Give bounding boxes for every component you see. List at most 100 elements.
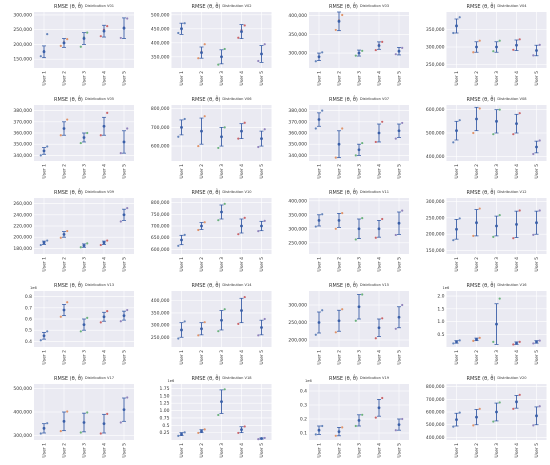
data-point [183, 320, 186, 323]
mean-marker [200, 51, 203, 54]
mean-marker [535, 340, 538, 344]
y-tick-label: 2.0 [437, 294, 444, 300]
mean-marker [317, 55, 321, 59]
y-tick-label: 260,000 [13, 201, 32, 207]
mean-marker [337, 19, 341, 23]
mean-marker [535, 49, 538, 52]
title-main: RMSE (θ, θ̂) [466, 3, 495, 10]
data-point [401, 303, 404, 307]
data-point [498, 39, 501, 42]
data-point [492, 133, 495, 136]
title-sub: Distribution V17 [85, 376, 114, 380]
title-sub: Distribution V13 [85, 283, 114, 287]
mean-marker [240, 129, 243, 133]
mean-marker [82, 136, 86, 139]
y-tick-label: 180,000 [13, 246, 32, 252]
mean-marker [122, 26, 126, 30]
x-tick-label: User 4 [514, 257, 520, 272]
chart-title: RMSE (θ, θ̂) Distribution V16 [466, 282, 527, 289]
x-tick-label: User 1 [42, 443, 48, 458]
mean-marker [317, 428, 321, 432]
x-tick-label: User 5 [534, 164, 540, 179]
data-point [381, 317, 384, 320]
data-point [203, 43, 206, 46]
data-point [321, 109, 324, 112]
data-point [126, 206, 129, 210]
x-tick-label: User 5 [397, 257, 403, 272]
x-tick-label: User 1 [42, 164, 48, 179]
mean-marker [42, 241, 46, 245]
x-tick-label: User 1 [454, 350, 460, 365]
mean-marker [200, 429, 203, 433]
data-point [257, 334, 260, 337]
title-sub: Distribution V06 [222, 97, 252, 101]
data-point [177, 337, 180, 340]
x-tick-label: User 2 [199, 164, 205, 179]
chart-title: RMSE (θ, θ̂) Distribution V08 [466, 96, 527, 103]
data-point [126, 308, 129, 312]
data-point [354, 424, 357, 428]
data-point [237, 431, 240, 435]
data-point [257, 230, 260, 233]
data-point [79, 141, 82, 145]
x-tick-label: User 3 [494, 164, 500, 179]
data-point [401, 417, 404, 421]
title-sub: Distribution V04 [497, 4, 527, 8]
y-tick-label: 800,000 [151, 106, 170, 112]
data-point [237, 137, 240, 140]
mean-marker [515, 222, 518, 226]
chart-title: RMSE (θ, θ̂) Distribution V20 [466, 375, 527, 382]
data-point [401, 121, 404, 125]
y-tick-label: 1.00 [159, 408, 169, 414]
data-point [458, 339, 461, 342]
y-tick-label: 300,000 [288, 51, 307, 57]
y-tick-label: 300,000 [13, 12, 32, 18]
x-tick-label: User 4 [514, 164, 520, 179]
data-point [512, 237, 515, 240]
data-point [518, 209, 521, 212]
x-tick-label: User 3 [494, 257, 500, 272]
data-point [401, 209, 404, 212]
data-point [243, 24, 246, 27]
mean-marker [535, 414, 538, 418]
x-tick-label: User 5 [259, 71, 265, 86]
data-point [263, 128, 266, 131]
mean-marker [82, 37, 86, 40]
data-point [237, 322, 240, 325]
mean-marker [515, 43, 518, 47]
x-tick-label: User 2 [62, 443, 68, 458]
title-sub: Distribution V02 [222, 4, 251, 8]
data-point [177, 434, 180, 437]
mean-marker [495, 322, 498, 326]
x-tick-label: User 4 [514, 350, 520, 365]
y-tick-label: 300,000 [151, 323, 170, 329]
x-tick-label: User 5 [122, 71, 128, 86]
mean-marker [475, 45, 478, 49]
data-point [197, 144, 200, 148]
title-main: RMSE (θ, θ̂) [466, 189, 495, 196]
mean-marker [495, 119, 498, 123]
mean-marker [240, 428, 243, 432]
data-point [177, 31, 180, 35]
mean-marker [62, 41, 66, 45]
title-sub: Distribution V05 [85, 97, 114, 101]
data-point [217, 330, 220, 333]
y-tick-label: 1.0 [437, 319, 444, 325]
x-tick-label: User 4 [102, 443, 108, 458]
mean-marker [180, 27, 183, 31]
x-tick-label: User 2 [199, 71, 205, 86]
x-tick-label: User 5 [259, 164, 265, 179]
title-sub: Distribution V19 [360, 376, 390, 380]
mean-marker [180, 238, 183, 242]
data-point [99, 321, 102, 324]
data-point [243, 295, 246, 299]
x-tick-label: User 5 [122, 164, 128, 179]
data-point [538, 139, 541, 142]
data-point [334, 434, 337, 437]
data-point [472, 234, 475, 237]
mean-marker [220, 55, 223, 59]
data-point [472, 51, 475, 54]
x-tick-label: User 1 [179, 71, 185, 86]
x-tick-label: User 3 [219, 443, 225, 458]
data-point [106, 111, 109, 114]
